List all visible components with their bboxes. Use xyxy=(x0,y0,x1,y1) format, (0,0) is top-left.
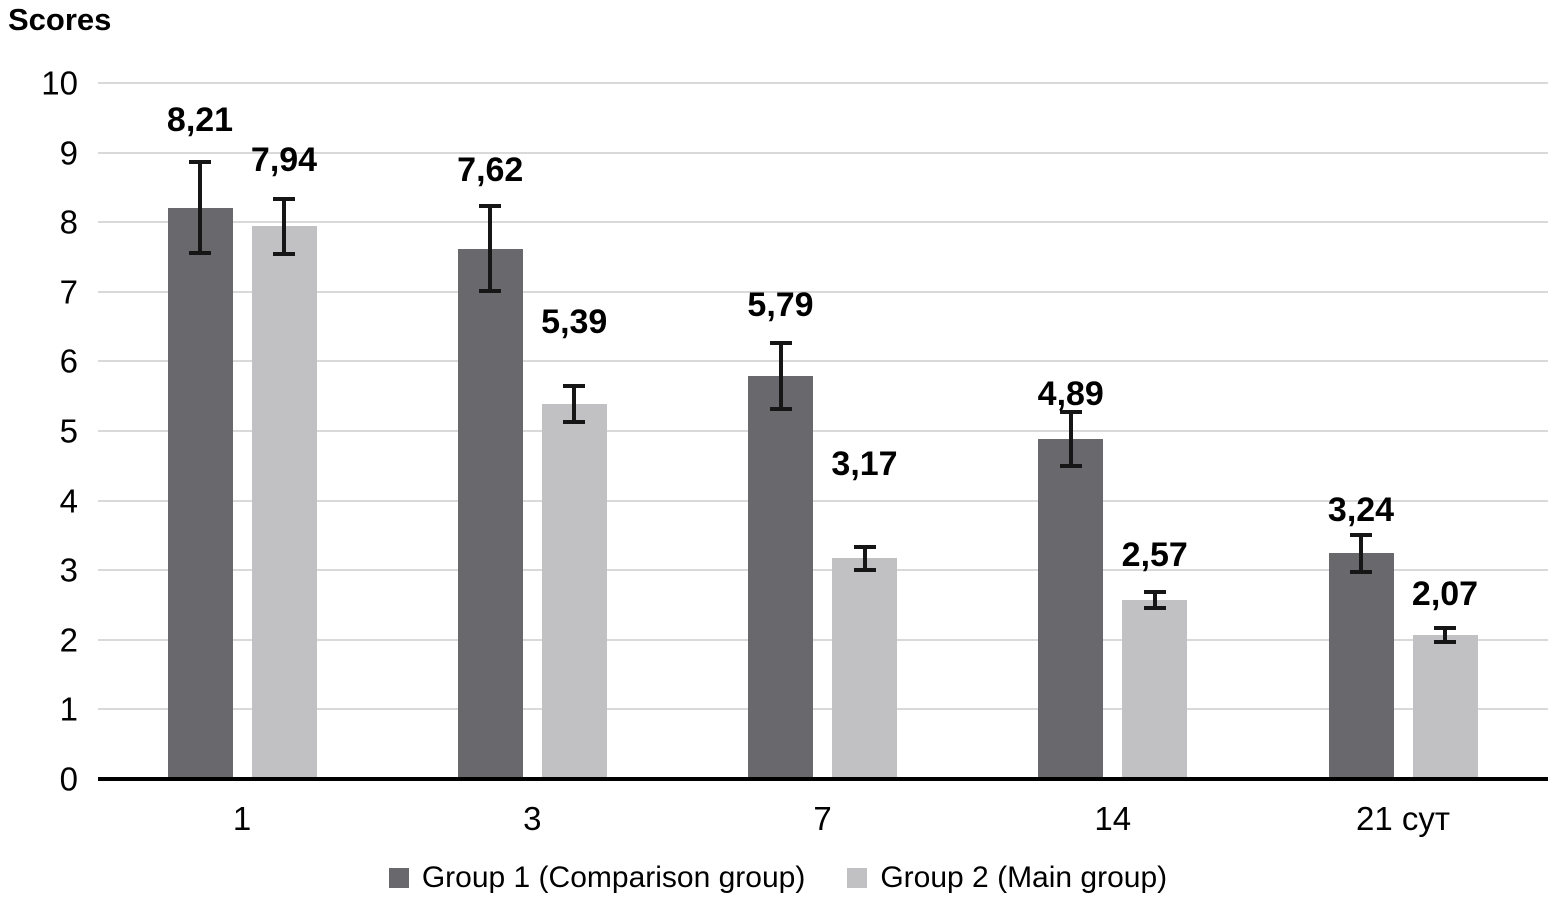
error-bar-cap-top xyxy=(853,544,876,549)
gridline xyxy=(98,290,1548,293)
y-axis-title: Scores xyxy=(8,2,112,37)
error-bar-line xyxy=(862,546,867,571)
bar-series1-cat5 xyxy=(1328,553,1394,779)
bar-series2-cat4 xyxy=(1122,600,1188,779)
x-tick-label: 21 сут xyxy=(1356,800,1450,837)
error-bar-cap-bottom xyxy=(769,406,792,411)
value-label: 2,57 xyxy=(1121,536,1188,574)
y-tick-label: 3 xyxy=(59,551,78,589)
error-bar-line xyxy=(488,206,493,292)
error-bar-line xyxy=(1443,627,1447,642)
error-bar-cap-top xyxy=(189,160,211,165)
error-bar-line xyxy=(1359,535,1363,572)
bar-series2-cat3 xyxy=(832,558,897,779)
bar-series1-cat2 xyxy=(457,248,523,779)
error-bar-cap-top xyxy=(273,196,295,201)
gridline xyxy=(98,499,1548,502)
value-label: 5,39 xyxy=(541,303,608,341)
error-bar-line xyxy=(282,198,286,255)
legend-swatch-group2 xyxy=(847,868,868,888)
gridline xyxy=(98,82,1548,84)
error-bar-cap-top xyxy=(1350,533,1372,538)
error-bar-cap-bottom xyxy=(1434,639,1456,644)
error-bar-cap-top xyxy=(1434,625,1456,630)
x-axis-line xyxy=(98,777,1548,781)
value-label: 8,21 xyxy=(166,101,234,139)
gridline xyxy=(98,638,1548,641)
gridline xyxy=(98,569,1548,572)
error-bar-cap-bottom xyxy=(273,252,295,257)
y-tick-label: 2 xyxy=(59,621,78,659)
value-label: 5,79 xyxy=(747,286,814,324)
error-bar-line xyxy=(572,385,577,422)
error-bar-cap-bottom xyxy=(1350,569,1372,574)
x-tick-label: 3 xyxy=(523,800,542,837)
value-label: 7,94 xyxy=(250,141,318,179)
error-bar-cap-bottom xyxy=(479,289,502,294)
value-label: 7,62 xyxy=(457,151,524,189)
legend-label-group2: Group 2 (Main group) xyxy=(880,861,1168,894)
legend-label-group1: Group 1 (Comparison group) xyxy=(421,861,806,894)
value-label: 3,24 xyxy=(1327,491,1395,529)
error-bar-cap-bottom xyxy=(563,419,586,424)
y-tick-label: 6 xyxy=(59,342,78,380)
error-bar-cap-bottom xyxy=(189,250,211,255)
value-label: 4,89 xyxy=(1037,375,1104,413)
x-tick-label: 1 xyxy=(232,800,252,837)
x-tick-label: 14 xyxy=(1094,800,1132,837)
error-bar-cap-top xyxy=(1059,409,1082,414)
error-bar-line xyxy=(1068,411,1073,466)
y-tick-label: 0 xyxy=(59,760,78,798)
y-tick-label: 1 xyxy=(59,690,78,728)
error-bar-line xyxy=(1152,591,1157,609)
bar-series1-cat3 xyxy=(748,376,813,779)
error-bar-line xyxy=(778,343,783,409)
error-bar-cap-top xyxy=(1143,589,1166,594)
value-label: 3,17 xyxy=(831,445,898,483)
y-tick-label: 9 xyxy=(59,134,78,172)
gridline xyxy=(98,430,1548,432)
value-label: 2,07 xyxy=(1411,575,1479,613)
bar-series2-cat1 xyxy=(251,226,317,779)
error-bar-line xyxy=(198,162,202,253)
y-tick-label: 8 xyxy=(59,203,78,241)
error-bar-cap-bottom xyxy=(1059,463,1082,468)
error-bar-cap-top xyxy=(563,383,586,388)
legend-item-group1: Group 1 (Comparison group) xyxy=(388,861,806,895)
gridline xyxy=(98,151,1548,154)
x-tick-label: 7 xyxy=(813,800,832,837)
gridline xyxy=(98,221,1548,224)
gridline xyxy=(98,708,1548,711)
legend: Group 1 (Comparison group) Group 2 (Main… xyxy=(0,861,1556,895)
error-bar-cap-bottom xyxy=(1143,606,1166,611)
gridline xyxy=(98,360,1548,363)
y-tick-label: 5 xyxy=(59,412,78,450)
bar-series1-cat1 xyxy=(167,207,233,779)
y-tick-label: 10 xyxy=(41,64,78,102)
error-bar-cap-top xyxy=(479,204,502,209)
bar-series2-cat5 xyxy=(1412,634,1478,779)
y-tick-label: 7 xyxy=(59,273,78,311)
error-bar-cap-bottom xyxy=(853,568,876,573)
legend-swatch-group1 xyxy=(388,868,409,888)
y-tick-label: 4 xyxy=(59,482,78,520)
bar-series1-cat4 xyxy=(1038,438,1104,779)
error-bar-cap-top xyxy=(769,341,792,346)
legend-item-group2: Group 2 (Main group) xyxy=(847,861,1167,895)
bar-series2-cat2 xyxy=(541,403,607,779)
